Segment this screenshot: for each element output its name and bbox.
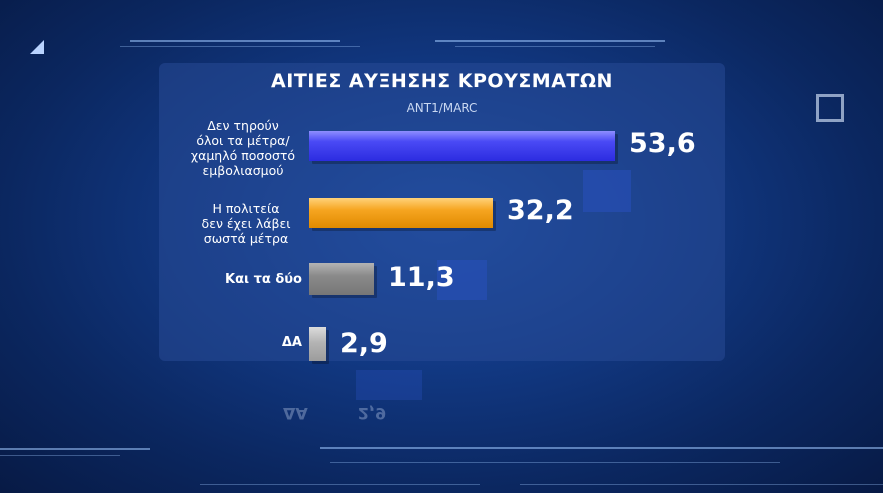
value-label-2: 11,3 xyxy=(388,262,455,293)
decor-tile xyxy=(437,260,487,300)
value-label-0: 53,6 xyxy=(629,128,696,159)
value-label-3: 2,9 xyxy=(340,328,388,359)
chart-title: ΑΙΤΙΕΣ ΑΥΞΗΣΗΣ ΚΡΟΥΣΜΑΤΩΝ xyxy=(271,70,613,92)
bar-face xyxy=(309,327,326,361)
decor-line xyxy=(320,447,883,449)
bar-face xyxy=(309,263,374,295)
category-label-line: σωστά μέτρα xyxy=(203,231,289,246)
category-label-3: ΔΑ xyxy=(281,335,302,350)
value-reflection-decoration: ΔΑ 2,9 xyxy=(283,404,387,423)
category-label-line: δεν έχει λάβει xyxy=(201,216,291,231)
decor-line xyxy=(455,46,655,47)
decor-line xyxy=(435,40,665,42)
bar-face xyxy=(309,198,493,228)
category-label-line: όλοι τα μέτρα/ xyxy=(196,133,290,148)
square-outline-decoration xyxy=(816,94,844,122)
category-label-0: Δεν τηρούν όλοι τα μέτρα/ χαμηλό ποσοστό… xyxy=(180,118,306,178)
decor-line xyxy=(0,455,120,456)
value-label-1: 32,2 xyxy=(507,195,574,226)
category-label-line: εμβολιασμού xyxy=(202,163,284,178)
category-label-1: Η πολιτεία δεν έχει λάβει σωστά μέτρα xyxy=(190,201,302,246)
bar-face xyxy=(309,131,615,161)
bar-0 xyxy=(309,131,615,161)
decor-line xyxy=(0,448,150,450)
decor-line xyxy=(130,40,340,42)
category-label-2: Και τα δύο xyxy=(225,272,302,287)
decor-tile xyxy=(583,170,631,212)
chart-source: ANT1/MARC xyxy=(406,101,478,115)
decor-line xyxy=(120,46,360,47)
bar-1 xyxy=(309,198,493,228)
bar-3 xyxy=(309,327,326,361)
decor-line xyxy=(520,484,883,485)
corner-triangle-decoration xyxy=(30,40,44,54)
decor-line xyxy=(330,462,780,463)
category-label-line: Δεν τηρούν xyxy=(207,118,279,133)
category-label-line: Η πολιτεία xyxy=(212,201,280,216)
category-label-line: χαμηλό ποσοστό xyxy=(190,148,296,163)
decor-line xyxy=(200,484,480,485)
decor-tile xyxy=(356,370,422,400)
bar-2 xyxy=(309,263,374,295)
